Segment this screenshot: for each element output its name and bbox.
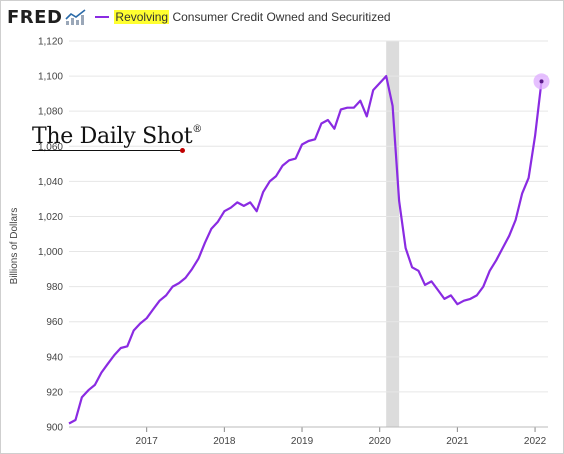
daily-shot-watermark: The Daily Shot® [32,124,202,149]
y-tick-label: 960 [46,317,63,328]
x-tick-label: 2018 [213,436,236,447]
y-tick-label: 1,040 [38,177,63,188]
series-line [68,74,543,425]
y-axis-label: Billions of Dollars [9,208,20,285]
fred-chart-icon [65,9,86,25]
y-tick-label: 920 [46,387,63,398]
y-tick-label: 1,120 [38,37,63,48]
watermark-underline [32,150,184,151]
legend-highlight: Revolving [114,10,170,24]
y-tick-label: 1,020 [38,212,63,223]
y-tick-label: 900 [46,423,63,434]
watermark-dot [180,148,185,153]
y-tick-label: 1,100 [38,72,63,83]
endpoint-marker [539,79,544,84]
y-tick-label: 980 [46,282,63,293]
x-tick-label: 2019 [291,436,314,447]
legend: Revolving Consumer Credit Owned and Secu… [95,10,391,24]
x-tick-label: 2020 [369,436,392,447]
chart-header: FRED Revolving Consumer Credit Owned and… [7,6,391,28]
y-tick-label: 1,000 [38,247,63,258]
legend-label: Consumer Credit Owned and Securitized [169,10,391,24]
legend-swatch [95,16,110,18]
x-tick-label: 2021 [446,436,469,447]
watermark-text: The Daily Shot [32,124,193,149]
x-tick-label: 2017 [136,436,159,447]
y-tick-label: 1,060 [38,142,63,153]
y-tick-label: 1,080 [38,107,63,118]
y-tick-label: 940 [46,352,63,363]
registered-mark: ® [192,124,202,135]
recession-shading [386,41,400,427]
fred-logo[interactable]: FRED [7,6,63,28]
x-tick-label: 2022 [524,436,547,447]
